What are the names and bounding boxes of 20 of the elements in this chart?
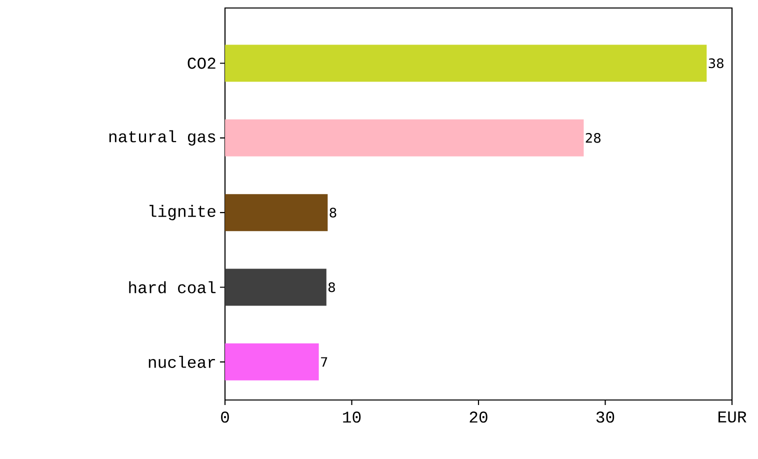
bar: [225, 343, 319, 380]
y-tick-label: natural gas: [109, 130, 216, 146]
bar: [225, 119, 584, 156]
y-tick-label: hard coal: [129, 281, 216, 294]
data-label: 7: [321, 357, 328, 367]
data-label: 38: [708, 58, 724, 68]
y-tick-label: nuclear: [148, 356, 215, 368]
y-tick-label: CO2: [188, 58, 216, 69]
x-tick-label: 30: [596, 412, 614, 423]
x-tick-label: 0: [221, 412, 229, 423]
bar: [225, 44, 707, 82]
bar: [225, 194, 328, 232]
x-tick-label: EUR: [718, 412, 746, 423]
bar: [225, 268, 326, 306]
data-label: 8: [328, 282, 335, 292]
x-tick-label: 20: [470, 412, 488, 423]
y-tick-label: lignite: [150, 204, 216, 220]
x-tick-label: 10: [343, 412, 361, 423]
data-label: 8: [330, 208, 336, 218]
data-label: 28: [586, 133, 600, 143]
